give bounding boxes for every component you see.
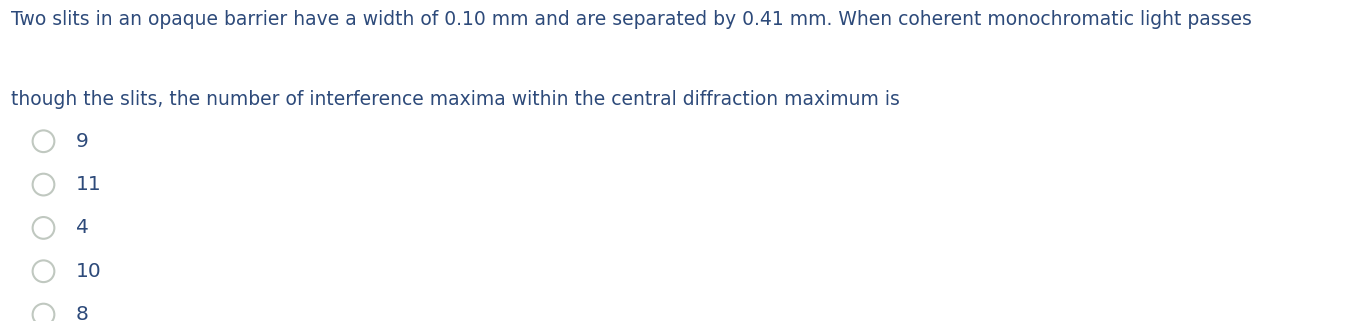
Text: 4: 4 xyxy=(76,218,88,238)
Text: 10: 10 xyxy=(76,262,102,281)
Text: 11: 11 xyxy=(76,175,102,194)
Text: though the slits, the number of interference maxima within the central diffracti: though the slits, the number of interfer… xyxy=(11,90,900,109)
Text: 8: 8 xyxy=(76,305,88,321)
Text: Two slits in an opaque barrier have a width of 0.10 mm and are separated by 0.41: Two slits in an opaque barrier have a wi… xyxy=(11,10,1252,29)
Text: 9: 9 xyxy=(76,132,88,151)
